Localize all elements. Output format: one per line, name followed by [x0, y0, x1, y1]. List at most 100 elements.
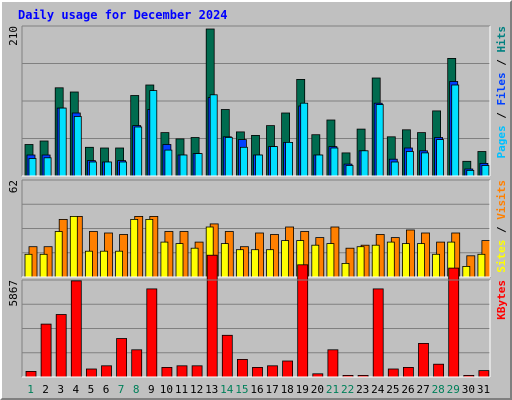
- x-tick-label-day-26: 26: [401, 383, 414, 396]
- bar-kbytes-kbytes-day-21: [327, 349, 339, 378]
- bar-visits-sites-day-17: [266, 249, 274, 278]
- bar-hits-pages-day-12: [194, 153, 203, 177]
- x-tick-label-day-10: 10: [160, 383, 173, 396]
- bar-hits-pages-day-28: [436, 139, 445, 177]
- bar-hits-pages-day-9: [149, 90, 158, 177]
- bar-kbytes-kbytes-day-4: [70, 280, 82, 378]
- x-tick-label-day-15: 15: [235, 383, 248, 396]
- bar-visits-sites-day-20: [311, 244, 320, 278]
- bar-kbytes-kbytes-day-25: [387, 368, 399, 378]
- bar-hits-pages-day-20: [315, 154, 324, 177]
- x-tick-label-day-12: 12: [190, 383, 203, 396]
- panel-hits: 210 Pages / Files / Hits: [7, 25, 508, 177]
- bar-visits-sites-day-2: [39, 253, 48, 278]
- bar-kbytes-kbytes-day-3: [55, 314, 67, 378]
- x-tick-label-day-27: 27: [416, 383, 429, 396]
- bar-hits-pages-day-30: [466, 169, 475, 177]
- bar-kbytes-kbytes-day-2: [40, 323, 52, 378]
- x-tick-label-day-11: 11: [175, 383, 188, 396]
- panel-visits: 62 Sites / Visits: [7, 179, 508, 278]
- bar-visits-sites-day-26: [401, 243, 410, 278]
- bar-kbytes-kbytes-day-5: [86, 368, 97, 378]
- panel-kbytes: 5867 KBytes: [7, 254, 508, 378]
- x-tick-label-day-18: 18: [281, 383, 294, 396]
- x-tick-label-day-31: 31: [477, 383, 490, 396]
- bar-hits-pages-day-22: [345, 165, 354, 177]
- bar-hits-pages-day-8: [134, 126, 143, 177]
- panel-visits-ymax-label: 62: [7, 180, 20, 193]
- x-tick-label-day-2: 2: [42, 383, 49, 396]
- bar-hits-pages-day-21: [330, 147, 339, 177]
- panel-kbytes-ymax-label: 5867: [7, 280, 20, 307]
- bar-visits-sites-day-22: [341, 262, 350, 278]
- bar-hits-pages-day-5: [89, 161, 97, 177]
- bar-hits-pages-day-27: [421, 152, 429, 177]
- bar-kbytes-kbytes-day-13: [206, 254, 218, 378]
- x-tick-label-day-4: 4: [72, 383, 79, 396]
- bar-hits-pages-day-29: [451, 84, 460, 177]
- legend-item: Pages: [495, 125, 508, 158]
- bar-hits-pages-day-14: [224, 137, 233, 177]
- bar-kbytes-kbytes-day-29: [448, 267, 460, 378]
- bar-kbytes-kbytes-day-16: [252, 366, 263, 378]
- bar-visits-sites-day-24: [371, 244, 380, 278]
- bar-hits-pages-day-13: [209, 94, 218, 177]
- x-tick-label-day-20: 20: [311, 383, 324, 396]
- bar-kbytes-kbytes-day-19: [297, 264, 309, 378]
- bar-kbytes-kbytes-day-7: [116, 338, 127, 378]
- bar-visits-sites-day-21: [326, 243, 335, 278]
- x-tick-label-day-7: 7: [118, 383, 125, 396]
- bar-visits-sites-day-3: [54, 231, 63, 278]
- bar-hits-pages-day-4: [73, 116, 82, 177]
- bar-visits-sites-day-27: [417, 243, 425, 278]
- x-tick-label-day-29: 29: [447, 383, 460, 396]
- bar-kbytes-kbytes-day-9: [146, 288, 158, 378]
- legend-item: Visits: [495, 180, 508, 220]
- bar-hits-pages-day-10: [164, 149, 173, 177]
- x-tick-label-day-19: 19: [296, 383, 309, 396]
- bar-visits-sites-day-12: [190, 247, 199, 278]
- bar-hits-pages-day-31: [481, 165, 490, 177]
- legend-item: Sites: [495, 240, 508, 273]
- bar-kbytes-kbytes-day-26: [402, 366, 414, 378]
- bar-visits-sites-day-7: [115, 250, 123, 278]
- x-tick-label-day-5: 5: [88, 383, 95, 396]
- x-tick-label-day-14: 14: [220, 383, 234, 396]
- bar-kbytes-kbytes-day-1: [25, 370, 37, 378]
- bar-hits-pages-day-15: [239, 146, 248, 177]
- bar-hits-pages-day-16: [255, 154, 263, 177]
- x-tick-label-day-6: 6: [103, 383, 110, 396]
- x-tick-label-day-30: 30: [462, 383, 475, 396]
- x-tick-label-day-17: 17: [265, 383, 278, 396]
- bar-hits-pages-day-1: [28, 158, 37, 177]
- x-tick-label-day-16: 16: [250, 383, 263, 396]
- bar-visits-sites-day-31: [477, 253, 486, 278]
- bar-hits-pages-day-2: [43, 157, 52, 177]
- bar-visits-sites-day-25: [386, 241, 395, 278]
- bar-kbytes-kbytes-day-8: [131, 349, 143, 378]
- bar-visits-sites-day-23: [356, 246, 365, 278]
- bar-hits-pages-day-25: [390, 161, 399, 177]
- legend-item: /: [495, 106, 508, 126]
- bar-visits-sites-day-30: [462, 265, 471, 278]
- chart-title: Daily usage for December 2024: [18, 8, 228, 22]
- bar-kbytes-kbytes-day-24: [372, 288, 384, 378]
- legend-item: /: [495, 220, 508, 240]
- bar-visits-sites-day-9: [145, 218, 154, 278]
- bar-hits-pages-day-7: [119, 161, 127, 177]
- panel-hits-legend: Pages / Files / Hits: [495, 26, 508, 159]
- bar-visits-sites-day-5: [85, 250, 93, 278]
- bar-kbytes-kbytes-day-27: [418, 342, 429, 378]
- bar-hits-pages-day-6: [104, 161, 112, 177]
- bar-visits-sites-day-8: [130, 218, 139, 278]
- bar-kbytes-kbytes-day-10: [161, 366, 173, 378]
- legend-item: Hits: [495, 26, 508, 53]
- x-tick-label-day-9: 9: [148, 383, 155, 396]
- x-tick-label-day-28: 28: [432, 383, 445, 396]
- legend-item: /: [495, 53, 508, 73]
- bar-visits-sites-day-15: [235, 249, 244, 278]
- bar-visits-sites-day-11: [175, 243, 184, 278]
- bar-hits-pages-day-17: [270, 146, 278, 177]
- legend-item: Files: [495, 72, 508, 105]
